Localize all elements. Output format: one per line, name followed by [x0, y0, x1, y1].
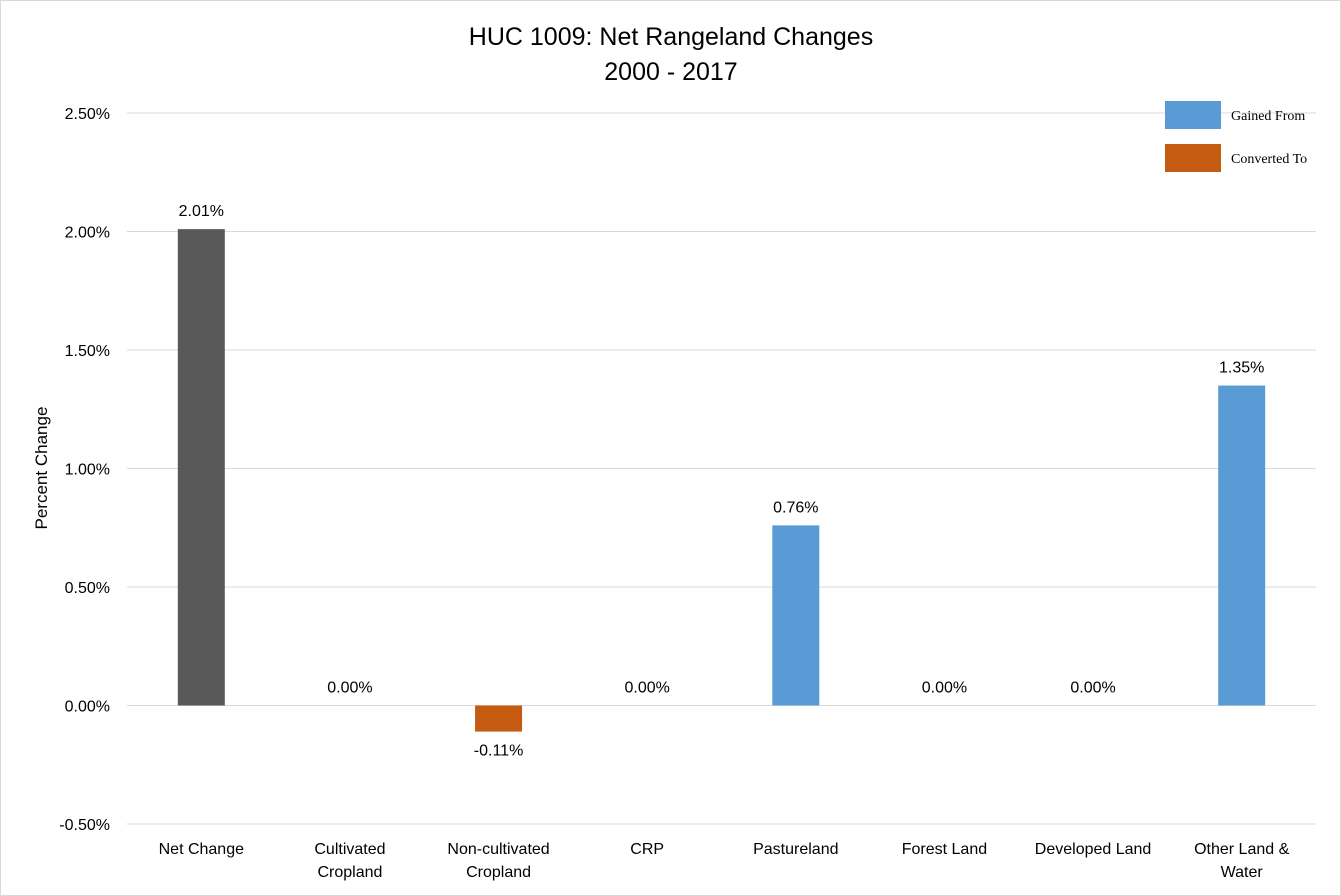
data-labels: 2.01% 0.00% -0.11% 0.00% 0.76% 0.00% 0.00% 1.35… [179, 203, 1265, 759]
chart-title-line: HUC 1009: Net Rangeland Changes [469, 23, 873, 51]
x-category-label: Non-cultivated [447, 841, 549, 858]
x-category-label: Forest Land [902, 841, 987, 858]
x-axis-categories: Net Change Cultivated Cropland Non-cultivat… [159, 841, 1290, 881]
y-axis-label: Percent Change [32, 407, 51, 530]
bar-converted [475, 705, 523, 732]
chart-title: HUC 1009: Net Rangeland Changes 2000 - 20… [469, 23, 873, 86]
data-label: 0.76% [773, 499, 818, 516]
data-label: 1.35% [1219, 360, 1264, 377]
bars [177, 229, 1266, 732]
y-axis-ticks: -0.50% 0.00% 0.50% 1.00% 1.50% 2.00% 2.50% [59, 106, 110, 834]
y-tick-label: 1.00% [65, 462, 110, 479]
data-label: -0.11% [474, 743, 524, 760]
data-label: 0.00% [625, 680, 670, 697]
legend-swatch-converted [1165, 144, 1221, 172]
y-tick-label: 2.00% [65, 225, 110, 242]
x-category-label: Developed Land [1035, 841, 1152, 858]
x-category-label: Cropland [317, 864, 382, 881]
data-label: 2.01% [179, 203, 224, 220]
legend-swatch-gained [1165, 101, 1221, 129]
gridlines [127, 112, 1316, 825]
data-label: 0.00% [922, 680, 967, 697]
legend: Gained From Converted To [1165, 101, 1307, 172]
y-tick-label: -0.50% [59, 817, 110, 834]
bar-gained [772, 525, 820, 706]
y-tick-label: 2.50% [65, 106, 110, 123]
chart-title-line: 2000 - 2017 [604, 58, 737, 86]
x-category-label: Other Land & [1194, 841, 1290, 858]
y-tick-label: 1.50% [65, 343, 110, 360]
x-category-label: CRP [630, 841, 664, 858]
x-category-label: Cultivated [314, 841, 385, 858]
bar-gained [1218, 385, 1266, 706]
bar-net [177, 229, 225, 706]
x-category-label: Cropland [466, 864, 531, 881]
x-category-label: Net Change [159, 841, 244, 858]
data-label: 0.00% [327, 680, 372, 697]
x-category-label: Pastureland [753, 841, 838, 858]
y-tick-label: 0.50% [65, 580, 110, 597]
legend-label: Gained From [1231, 109, 1305, 124]
legend-label: Converted To [1231, 152, 1307, 167]
y-tick-label: 0.00% [65, 699, 110, 716]
x-category-label: Water [1221, 864, 1264, 881]
data-label: 0.00% [1070, 680, 1115, 697]
